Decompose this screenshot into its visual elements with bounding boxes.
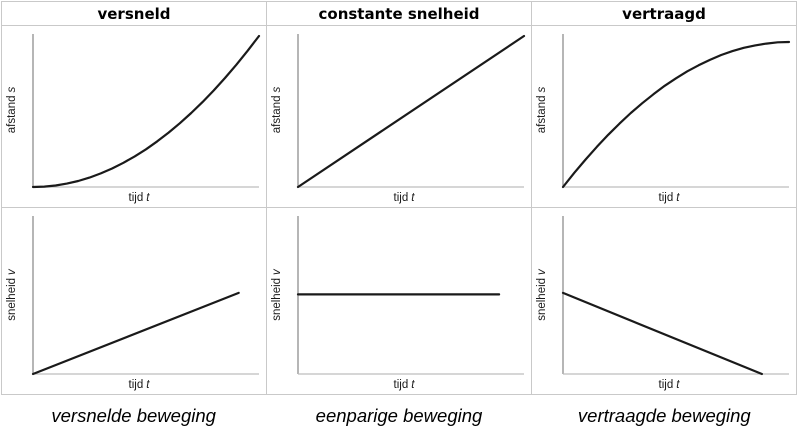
x-axis-label: tijd t [129,379,151,391]
x-axis-label: tijd t [394,379,416,391]
y-axis-label: afstands [536,87,548,134]
y-axis-label: snelheidv [271,268,283,321]
y-axis-label: afstands [6,87,18,134]
caption-eenparige-beweging: eenparige beweging [315,405,483,426]
caption-versnelde-beweging: versnelde beweging [51,405,216,426]
curve-versneld-snelheid-tijd [31,291,240,376]
graph-versneld-snelheid-tijd: snelheidv tijd t [2,208,266,394]
column-header-constante-snelheid: constante snelheid [267,2,531,25]
caption-vertraagde-beweging: vertraagde beweging [577,405,751,426]
velocity-time-plot: snelheidv tijd t [271,216,524,391]
y-axis-label: snelheidv [536,268,548,321]
velocity-time-plot: snelheidv tijd t [536,216,789,391]
x-axis-label: tijd t [659,379,681,391]
y-axis-label: afstands [271,87,283,134]
x-axis-label: tijd t [129,192,151,204]
caption-row: versnelde beweging eenparige beweging ve… [1,401,797,427]
x-axis-label: tijd t [394,192,416,204]
distance-time-plot: afstands tijd t [536,34,791,204]
column-header-vertraagd: vertraagd [532,2,796,25]
distance-time-plot: afstands tijd t [271,34,526,204]
column-header-versneld: versneld [2,2,266,25]
x-axis-label: tijd t [659,192,681,204]
velocity-time-plot: snelheidv tijd t [6,216,259,391]
graph-vertraagd-afstand-tijd: afstands tijd t [532,26,796,207]
curve-constante-snelheid-afstand-tijd [296,34,526,189]
graph-constante-afstand-tijd: afstands tijd t [267,26,531,207]
graph-versneld-afstand-tijd: afstands tijd t [2,26,266,207]
distance-time-plot: afstands tijd t [6,34,261,204]
y-axis-label: snelheidv [6,268,18,321]
curve-versneld-afstand-tijd [31,34,261,189]
graphs-table: versneld constante snelheid vertraagd af… [1,1,797,395]
curve-vertraagd-snelheid-tijd [561,291,763,376]
curve-vertraagd-afstand-tijd [561,40,791,189]
graph-eenparig-snelheid-tijd: snelheidv tijd t [267,208,531,394]
graph-vertraagd-snelheid-tijd: snelheidv tijd t [532,208,796,394]
